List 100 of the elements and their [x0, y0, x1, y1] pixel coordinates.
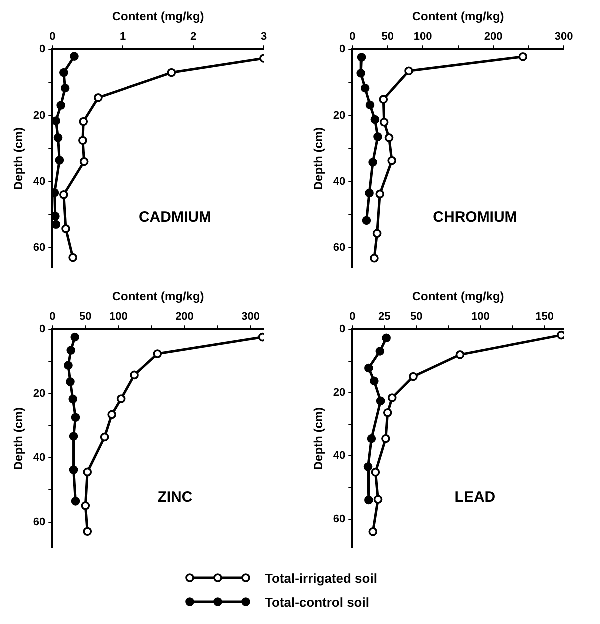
point [374, 495, 383, 504]
point [357, 53, 366, 62]
point [167, 68, 176, 78]
point [153, 350, 162, 358]
x-tick-label: 300 [242, 311, 260, 324]
point [64, 361, 73, 370]
point [52, 212, 60, 221]
point [56, 101, 66, 110]
point [404, 66, 414, 76]
point [94, 94, 103, 102]
point [69, 466, 78, 474]
point [383, 408, 392, 418]
point [71, 497, 80, 506]
y-tick-label: 60 [33, 242, 46, 254]
point [371, 468, 380, 477]
point [367, 434, 376, 444]
point [362, 216, 372, 226]
point [83, 468, 92, 477]
x-tick-label: 50 [382, 31, 394, 44]
point [80, 157, 89, 166]
point [70, 52, 79, 61]
y-tick-label: 20 [33, 388, 46, 400]
point [60, 84, 70, 93]
x-axis-title: Content (mg/kg) [412, 290, 504, 304]
point [68, 394, 78, 404]
y-axis-title: Depth (cm) [12, 407, 26, 470]
point [366, 100, 375, 110]
point [79, 117, 88, 126]
y-axis-title: Depth (cm) [312, 127, 326, 190]
point [370, 115, 380, 124]
y-tick-label: 0 [40, 44, 46, 56]
point [52, 116, 61, 126]
point [70, 332, 80, 342]
point [108, 410, 116, 420]
y-tick-label: 0 [340, 44, 346, 56]
point [78, 136, 88, 145]
x-axis-title: Content (mg/kg) [112, 10, 204, 24]
point [376, 190, 385, 199]
point [83, 527, 92, 536]
point [374, 132, 382, 142]
point [60, 190, 68, 200]
point [66, 346, 76, 355]
point [69, 432, 78, 441]
x-tick-label: 100 [110, 311, 128, 324]
y-axis-title: Depth (cm) [312, 407, 326, 470]
y-tick-label: 60 [333, 514, 346, 526]
x-tick-label: 50 [410, 311, 423, 324]
x-tick-label: 100 [414, 31, 432, 44]
y-tick-label: 40 [33, 452, 46, 464]
y-tick-label: 20 [33, 110, 46, 122]
point [518, 52, 528, 62]
y-tick-label: 20 [333, 386, 346, 399]
point [60, 68, 68, 78]
text: CADMIUM [138, 208, 212, 226]
y-tick-label: 40 [33, 176, 46, 188]
point [54, 134, 63, 142]
x-tick-label: 1 [120, 31, 126, 44]
x-tick-label: 25 [378, 311, 391, 324]
text: CHROMIUM [433, 208, 518, 226]
x-tick-label: 150 [536, 311, 554, 324]
point [388, 394, 397, 402]
point [368, 158, 378, 167]
point [368, 527, 378, 536]
point [116, 394, 126, 404]
point [456, 350, 465, 360]
point [382, 434, 390, 444]
y-tick-label: 60 [333, 242, 346, 254]
point [130, 370, 139, 380]
point [52, 220, 61, 230]
point [409, 372, 418, 382]
point [55, 156, 64, 165]
point [376, 396, 386, 406]
point [62, 224, 70, 234]
point [364, 496, 374, 505]
point [71, 413, 80, 422]
point [379, 95, 388, 104]
x-tick-label: 0 [350, 31, 356, 44]
x-tick-label: 50 [80, 311, 92, 324]
point [376, 347, 385, 356]
point [100, 432, 110, 442]
x-axis-title: Content (mg/kg) [112, 290, 204, 304]
x-tick-label: 200 [484, 31, 503, 44]
y-tick-label: 60 [33, 516, 46, 528]
point [68, 253, 78, 262]
point [380, 118, 389, 127]
point [356, 69, 366, 78]
y-tick-label: 0 [340, 324, 346, 336]
x-tick-label: 200 [176, 311, 194, 324]
y-tick-label: 40 [333, 450, 346, 462]
legend-label: Total-control soil [265, 594, 370, 610]
x-tick-label: 0 [350, 311, 356, 324]
x-tick-label: 2 [190, 31, 197, 44]
point [384, 134, 394, 142]
point [372, 229, 382, 238]
x-tick-label: 100 [472, 311, 490, 324]
y-tick-label: 20 [333, 110, 346, 122]
y-axis-title: Depth (cm) [12, 127, 26, 190]
point [364, 462, 373, 472]
legend-label: Total-irrigated soil [265, 570, 378, 586]
text: LEAD [454, 488, 496, 506]
